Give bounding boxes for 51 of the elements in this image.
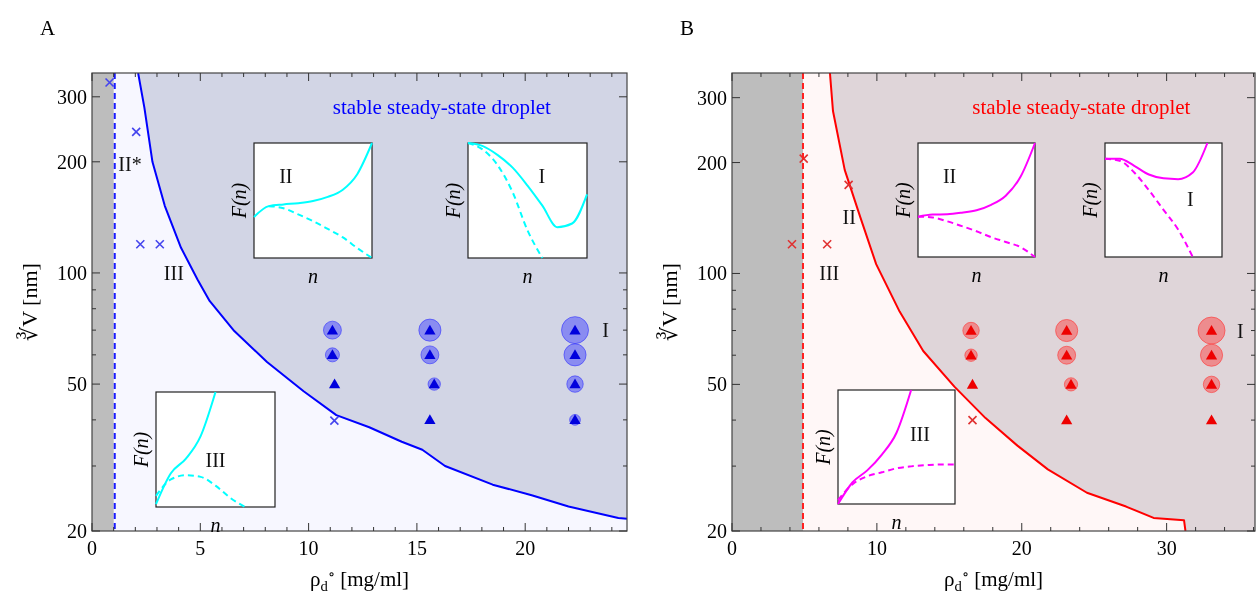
y-axis-title: ∛V [nm] bbox=[656, 263, 682, 341]
x-tick-label: 30 bbox=[1156, 537, 1177, 559]
x-axis-title: ρ$_{d}$$^{∘}$ [mg/ml] bbox=[309, 566, 410, 594]
annotation: II bbox=[279, 165, 293, 188]
annotation: II bbox=[942, 165, 957, 188]
y-tick-label: 50 bbox=[707, 373, 727, 396]
x-tick-label: 0 bbox=[87, 537, 97, 559]
x-axis-title: n bbox=[1158, 264, 1169, 286]
x-axis-title: n bbox=[210, 514, 221, 536]
annotation: III bbox=[909, 423, 930, 446]
y-axis-title: F(n) bbox=[892, 181, 915, 219]
y-axis-title: F(n) bbox=[442, 182, 465, 220]
y-tick-label: 20 bbox=[707, 520, 727, 542]
y-tick-label: 300 bbox=[697, 86, 727, 109]
x-axis-title: n bbox=[522, 265, 533, 287]
x-tick-label: 10 bbox=[298, 537, 319, 559]
annotation: II* bbox=[118, 152, 142, 175]
annotation: stable steady-state droplet bbox=[332, 95, 552, 120]
y-tick-label: 50 bbox=[67, 373, 87, 396]
annotation: stable steady-state droplet bbox=[972, 95, 1191, 120]
y-axis-title: F(n) bbox=[130, 431, 153, 469]
x-tick-label: 20 bbox=[515, 537, 536, 559]
y-axis-title: ∛V [nm] bbox=[16, 263, 42, 341]
y-axis-title: F(n) bbox=[1079, 181, 1102, 219]
chart-title: A bbox=[40, 16, 56, 40]
annotation: III bbox=[205, 448, 226, 471]
y-axis-title: F(n) bbox=[228, 182, 251, 220]
chart-title: B bbox=[680, 16, 695, 40]
annotation: II bbox=[842, 206, 856, 229]
annotation: I bbox=[602, 318, 609, 341]
annotation: III bbox=[819, 262, 840, 285]
x-tick-label: 0 bbox=[727, 537, 737, 559]
x-tick-label: 20 bbox=[1011, 537, 1032, 559]
y-axis-title: F(n) bbox=[812, 428, 835, 466]
x-axis-title: n bbox=[971, 264, 982, 286]
y-tick-label: 20 bbox=[67, 520, 87, 542]
annotation: III bbox=[163, 262, 184, 285]
annotation: I bbox=[1237, 319, 1244, 342]
annotation: I bbox=[538, 165, 546, 188]
y-tick-label: 100 bbox=[697, 262, 727, 285]
x-axis-title: n bbox=[891, 511, 902, 533]
x-axis-title: ρ$_{d}$$^{∘}$ [mg/ml] bbox=[943, 566, 1044, 594]
y-tick-label: 100 bbox=[57, 261, 87, 284]
x-tick-label: 10 bbox=[866, 537, 887, 559]
y-tick-label: 300 bbox=[57, 85, 87, 108]
x-tick-label: 15 bbox=[406, 537, 427, 559]
x-tick-label: 5 bbox=[195, 537, 206, 559]
annotation: I bbox=[1187, 187, 1194, 210]
x-axis-title: n bbox=[308, 265, 318, 287]
y-tick-label: 200 bbox=[57, 150, 87, 173]
y-tick-label: 200 bbox=[697, 151, 727, 174]
